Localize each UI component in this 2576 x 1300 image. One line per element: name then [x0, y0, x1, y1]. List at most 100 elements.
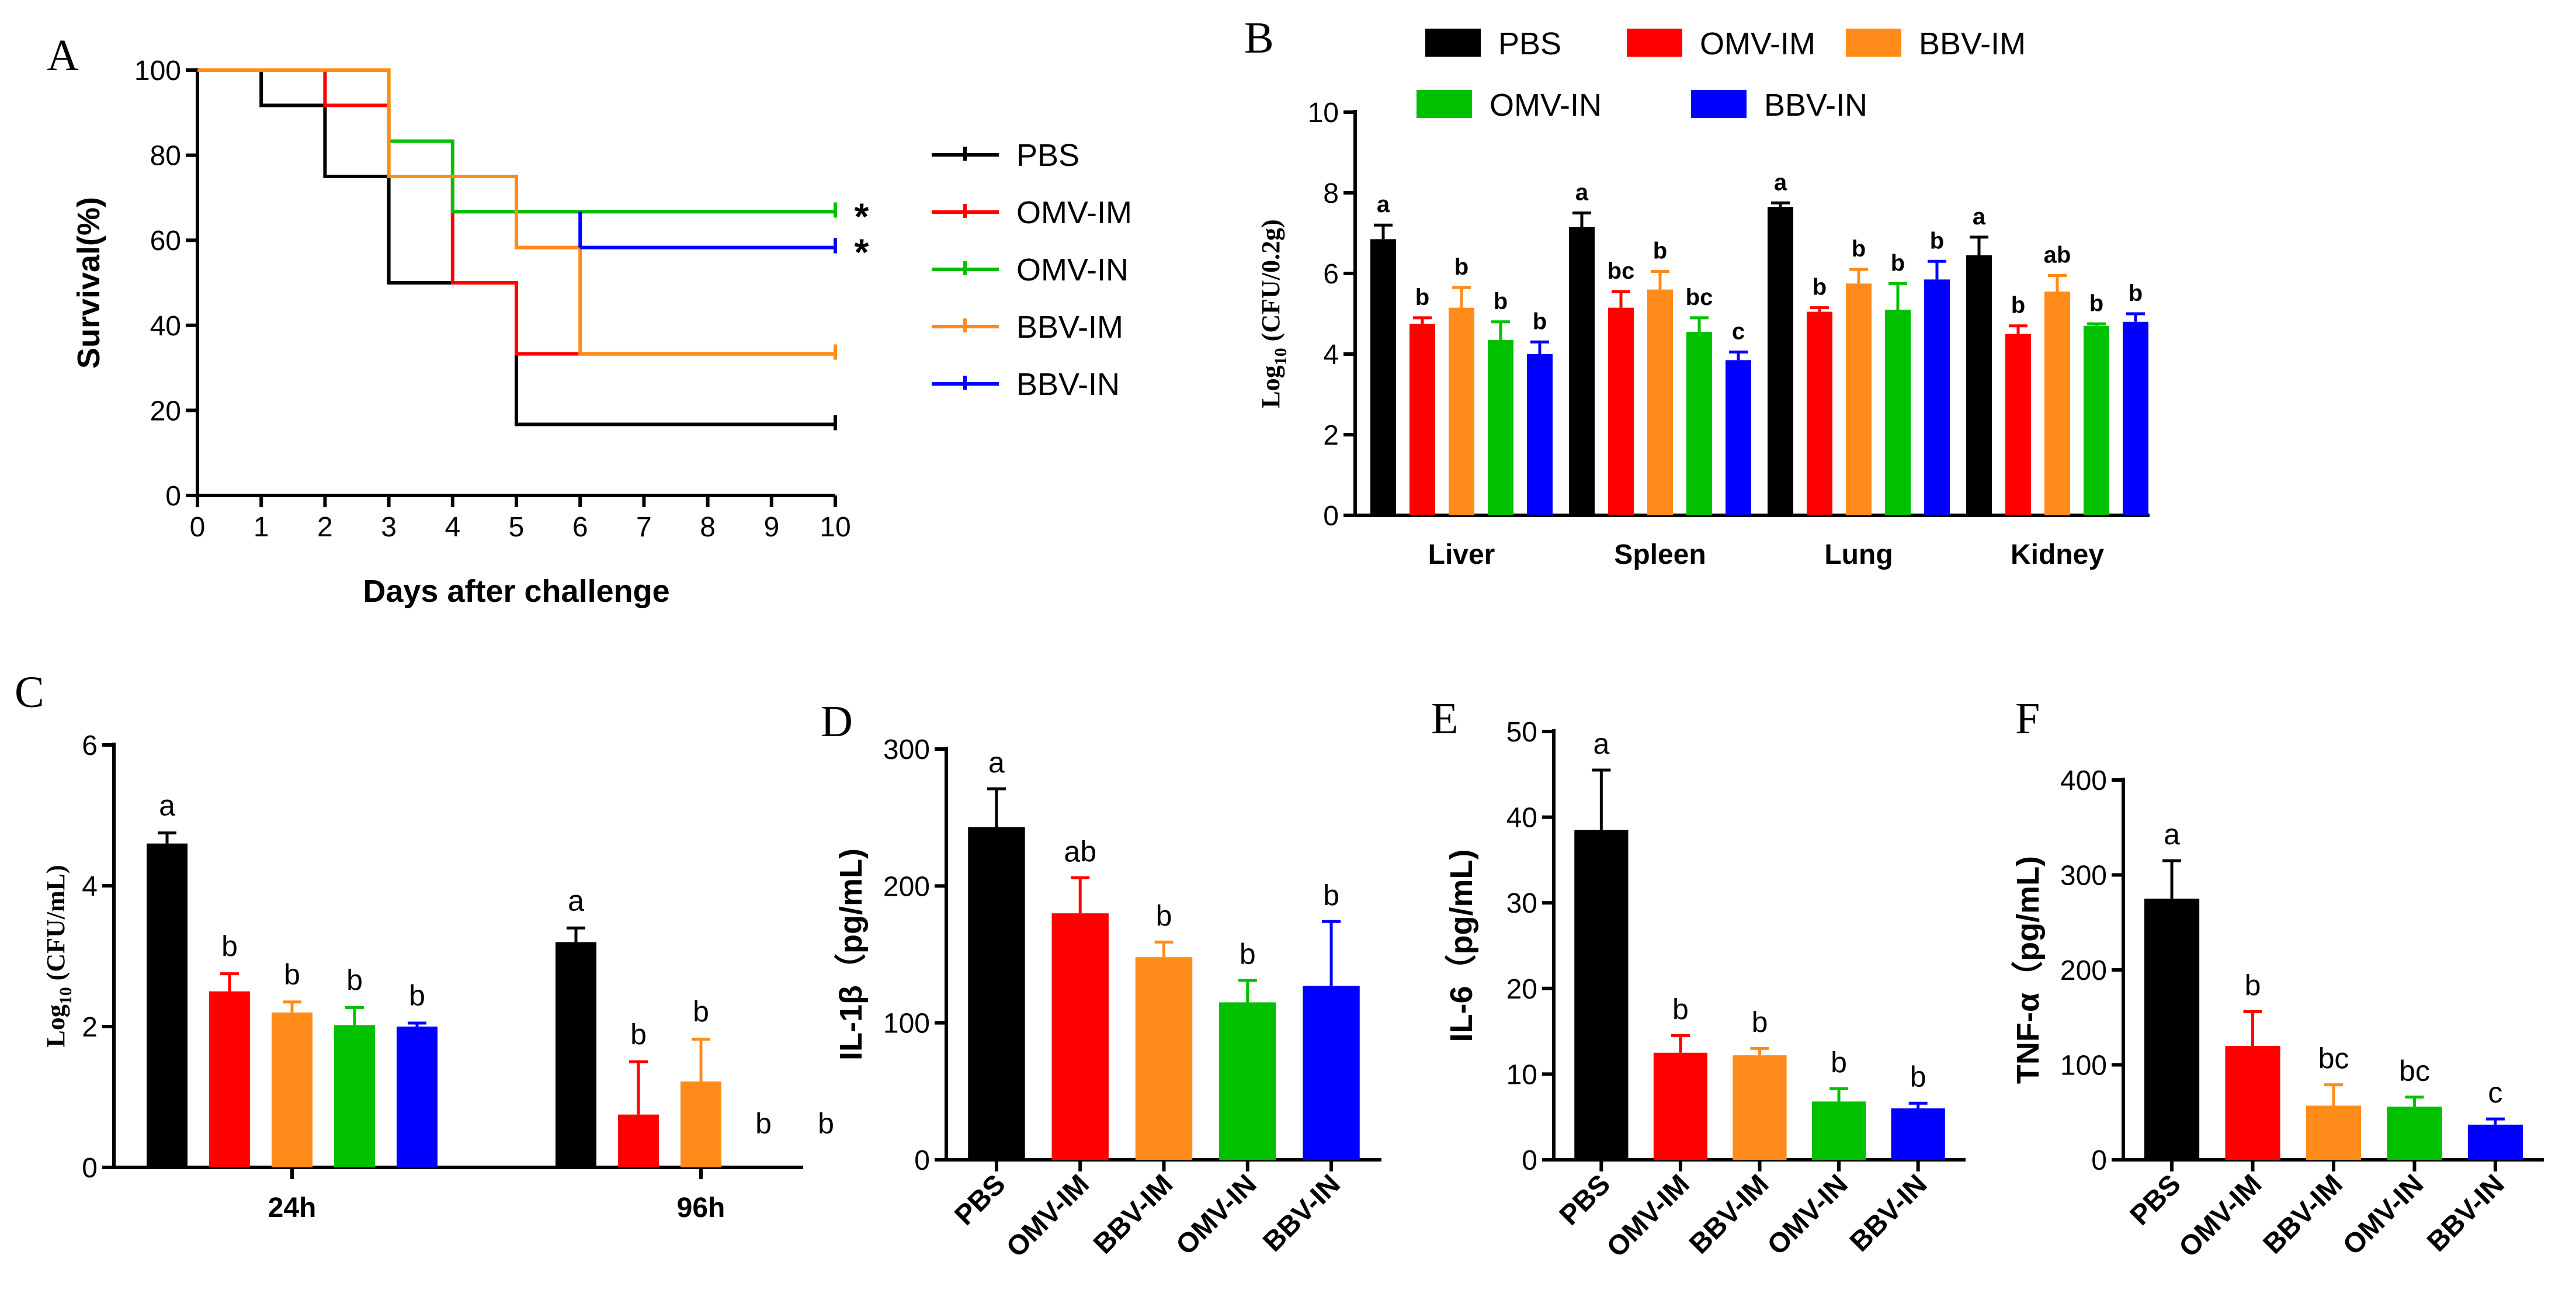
c-significance-letter: a [159, 789, 175, 822]
b-significance-letter: b [1494, 289, 1508, 314]
b-significance-letter: b [1533, 308, 1547, 334]
panel-letter-c: C [15, 668, 44, 717]
d-y-tick-label: 200 [883, 871, 930, 902]
panel-letter-d: D [821, 697, 853, 746]
b-x-category-spleen: Spleen [1614, 539, 1706, 570]
f-bar-omv-in [2387, 1107, 2442, 1160]
a-significance-star: * [855, 195, 869, 237]
a-y-tick-label: 40 [150, 311, 181, 342]
d-bar-omv-im [1051, 913, 1109, 1160]
d-bar-bbv-in [1303, 986, 1360, 1160]
f-y-tick-label: 100 [2060, 1051, 2107, 1081]
b-bar-liver-bbv-in [1527, 354, 1553, 515]
f-y-tick-label: 0 [2091, 1145, 2107, 1176]
b-y-tick-label: 10 [1308, 98, 1339, 129]
b-y-tick-label: 2 [1323, 420, 1339, 451]
d-x-category-bbv-im: BBV-IM [1088, 1169, 1179, 1260]
a-x-tick-label: 2 [317, 512, 333, 543]
b-significance-letter: b [2089, 290, 2103, 316]
panel-letter-e: E [1431, 694, 1458, 743]
b-legend-swatch-omv-in [1417, 90, 1472, 118]
c-significance-letter: b [630, 1018, 647, 1051]
a-legend-label-bbv-in: BBV-IN [1016, 367, 1120, 402]
d-y-axis-title: IL-1β（pg/mL) [834, 848, 869, 1060]
f-x-category-omv-in: OMV-IN [2337, 1169, 2429, 1261]
c-bar-24h-bbv-in [397, 1027, 438, 1167]
b-bar-lung-omv-in [1885, 310, 1911, 515]
b-significance-letter: b [1454, 254, 1468, 280]
f-y-tick-label: 200 [2060, 955, 2107, 986]
c-bar-24h-pbs [147, 843, 188, 1167]
b-x-category-kidney: Kidney [2011, 539, 2104, 570]
b-bar-liver-omv-im [1409, 324, 1435, 515]
c-significance-letter: a [568, 884, 584, 917]
e-y-axis-title: IL-6（pg/mL) [1444, 850, 1479, 1042]
f-x-category-pbs: PBS [2124, 1169, 2187, 1231]
c-bar-96h-omv-im [618, 1114, 659, 1167]
d-x-category-omv-im: OMV-IM [1001, 1169, 1095, 1263]
panel-d-il1b-chart: 0 100 200 300 IL-1β（pg/mL) PBS a OMV-IM ab BBV-IM… [834, 734, 1381, 1263]
b-y-tick-label: 0 [1323, 501, 1339, 532]
panel-letter-b: B [1244, 13, 1274, 63]
e-y-tick-label: 40 [1506, 803, 1537, 834]
e-x-category-omv-in: OMV-IN [1762, 1169, 1854, 1261]
f-significance-letter: bc [2318, 1042, 2349, 1075]
f-x-category-omv-im: OMV-IM [2173, 1169, 2268, 1263]
b-bar-kidney-bbv-in [2123, 321, 2148, 515]
c-significance-letter: b [221, 930, 238, 963]
f-bar-omv-im [2225, 1046, 2280, 1160]
b-significance-letter: ab [2044, 242, 2071, 268]
d-significance-letter: a [988, 746, 1005, 779]
b-significance-letter: a [1377, 192, 1390, 217]
c-significance-letter: b [755, 1107, 772, 1140]
b-bar-spleen-bbv-in [1726, 360, 1751, 515]
panel-a-survival-chart: 0 20 40 60 80 100 0 1 2 3 4 5 6 7 8 9 10 Days after chall… [71, 56, 1132, 609]
f-y-axis-title: TNF-α（pg/mL) [2011, 856, 2046, 1084]
b-significance-letter: b [2011, 293, 2025, 318]
b-significance-letter: bc [1686, 285, 1713, 310]
b-bar-kidney-bbv-im [2044, 292, 2070, 515]
b-bar-kidney-pbs [1966, 255, 1992, 515]
b-significance-letter: a [1774, 169, 1787, 195]
b-legend-swatch-bbv-in [1691, 90, 1747, 118]
b-y-tick-label: 6 [1323, 259, 1339, 290]
f-x-category-bbv-im: BBV-IM [2258, 1169, 2349, 1260]
c-y-tick-label: 4 [82, 871, 98, 902]
c-bar-96h-pbs [556, 942, 596, 1167]
b-y-tick-label: 4 [1323, 339, 1339, 370]
a-x-tick-label: 6 [572, 512, 588, 543]
b-significance-letter: a [1973, 204, 1986, 230]
b-significance-letter: b [1415, 285, 1429, 310]
a-y-tick-label: 100 [134, 56, 181, 86]
c-y-tick-label: 6 [82, 730, 98, 761]
panel-e-il6-chart: 0 10 20 30 40 50 IL-6（pg/mL) PBS a OMV-IM b BBV-IM b… [1444, 717, 1966, 1263]
b-y-tick-label: 8 [1323, 178, 1339, 209]
e-y-tick-label: 30 [1506, 888, 1537, 919]
d-x-category-omv-in: OMV-IN [1170, 1169, 1262, 1261]
a-x-tick-label: 3 [381, 512, 397, 543]
d-y-tick-label: 300 [883, 734, 930, 765]
e-bar-pbs [1574, 830, 1629, 1160]
a-x-tick-label: 4 [445, 512, 460, 543]
b-bar-liver-bbv-im [1449, 307, 1474, 515]
a-significance-star: * [855, 231, 869, 273]
e-bar-omv-in [1811, 1101, 1866, 1160]
b-significance-letter: b [1891, 250, 1905, 276]
b-significance-letter: b [1813, 275, 1827, 300]
e-y-tick-label: 10 [1506, 1059, 1537, 1090]
e-significance-letter: b [1672, 993, 1689, 1025]
a-legend-label-bbv-im: BBV-IM [1016, 310, 1123, 345]
a-x-tick-label: 8 [700, 512, 716, 543]
b-legend-label-omv-im: OMV-IM [1700, 26, 1815, 61]
e-bar-bbv-im [1733, 1055, 1787, 1160]
b-y-axis-title: Log10 (CFU/0.2g) [1256, 219, 1290, 408]
c-significance-letter: b [818, 1107, 834, 1140]
a-x-tick-label: 7 [636, 512, 652, 543]
d-bar-pbs [968, 827, 1025, 1160]
panel-letter-a: A [47, 31, 79, 80]
e-x-category-omv-im: OMV-IM [1601, 1169, 1696, 1263]
c-y-axis-title: Log10 (CFU/mL) [41, 865, 75, 1047]
b-bar-spleen-omv-in [1686, 332, 1712, 515]
d-x-category-pbs: PBS [949, 1169, 1011, 1231]
